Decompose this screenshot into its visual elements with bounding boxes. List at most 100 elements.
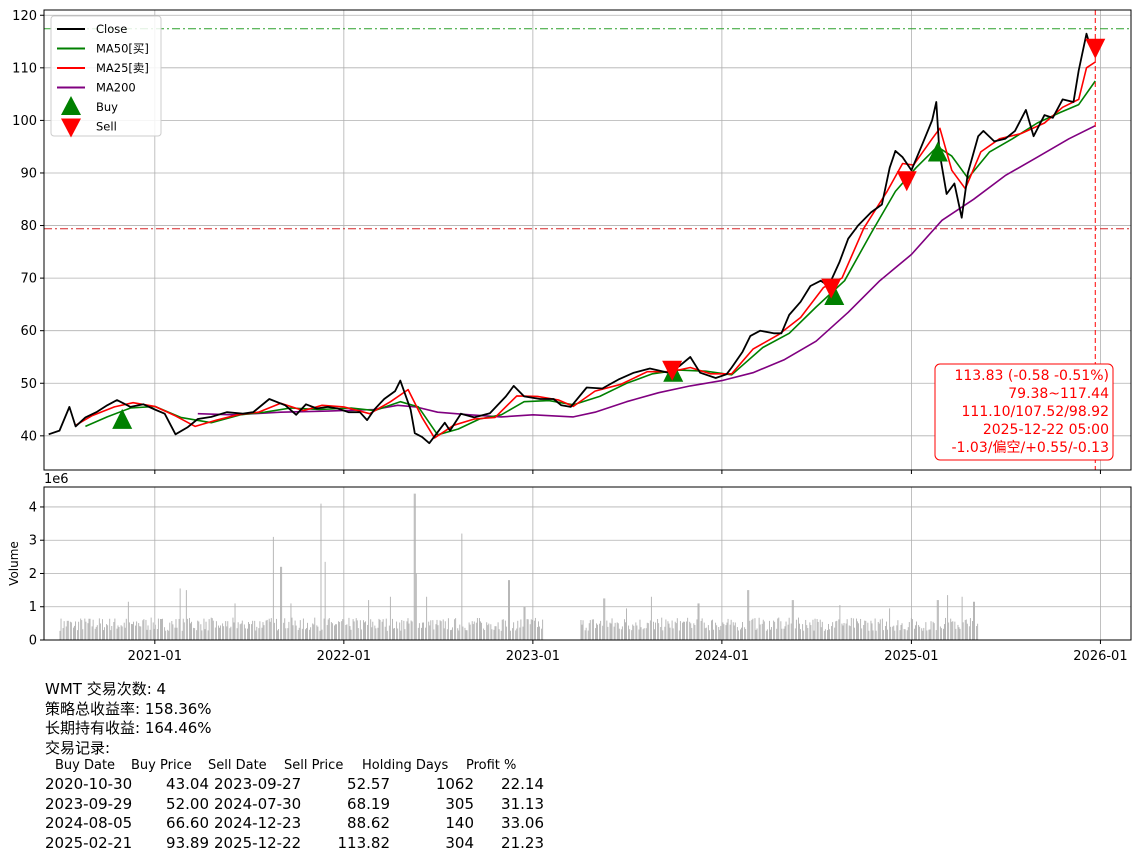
volume-bar: [229, 628, 231, 640]
volume-bar: [182, 618, 184, 640]
volume-bar: [461, 533, 463, 640]
volume-bar: [633, 625, 635, 640]
volume-bar: [916, 621, 917, 640]
volume-bar: [465, 630, 467, 640]
volume-bar: [664, 626, 666, 640]
volume-bar: [858, 623, 859, 640]
volume-bar: [936, 600, 938, 640]
volume-bar: [309, 629, 311, 640]
volume-bar: [484, 629, 486, 640]
volume-bar: [604, 598, 606, 640]
volume-bar: [881, 618, 883, 640]
volume-bar: [649, 620, 651, 640]
volume-bar: [113, 622, 115, 640]
volume-bar: [175, 619, 177, 640]
volume-bar: [973, 601, 974, 640]
buy-marker: [927, 141, 948, 162]
volume-bar: [153, 628, 155, 640]
volume-bar: [194, 628, 196, 640]
volume-bar: [74, 625, 75, 640]
volume-bar: [580, 619, 582, 640]
volume-bar: [770, 629, 771, 640]
volume-bar: [230, 626, 232, 640]
volume-bar: [480, 621, 481, 640]
volume-bar: [741, 627, 742, 640]
volume-bar: [254, 620, 256, 640]
volume-scale-label: 1e6: [44, 472, 69, 487]
volume-bar: [795, 619, 797, 640]
volume-bar: [640, 627, 642, 640]
volume-bar: [838, 619, 840, 640]
volume-bar: [585, 627, 587, 640]
volume-bar: [918, 625, 920, 640]
volume-bar: [136, 621, 138, 640]
volume-bar: [610, 623, 612, 640]
volume-bar: [160, 619, 161, 640]
cell-holding-days: 1062: [435, 775, 474, 793]
volume-bar: [385, 618, 387, 640]
volume-bar: [297, 630, 299, 640]
volume-bar: [211, 618, 213, 640]
volume-bar: [810, 625, 812, 640]
volume-bar: [696, 619, 698, 640]
volume-bar: [343, 619, 345, 640]
volume-bar: [429, 625, 431, 640]
volume-bar: [870, 620, 872, 640]
volume-bar: [265, 620, 267, 640]
volume-bar: [819, 619, 821, 640]
volume-bar: [828, 623, 829, 640]
volume-bar: [683, 621, 684, 640]
volume-bar: [70, 622, 72, 640]
volume-bar: [807, 628, 809, 640]
volume-bar: [625, 622, 626, 640]
volume-bar: [85, 621, 87, 640]
series-line-ma50: [85, 80, 1096, 436]
cell-holding-days: 140: [445, 814, 474, 832]
volume-bar: [846, 619, 848, 640]
y-tick-label: 100: [12, 114, 37, 129]
volume-bar: [955, 628, 957, 640]
volume-bar: [842, 625, 844, 640]
volume-bar: [620, 629, 622, 640]
volume-bar: [852, 618, 854, 640]
volume-bar: [660, 626, 662, 640]
volume-bar: [452, 627, 453, 640]
y-tick-label: 120: [12, 9, 37, 24]
volume-bar: [944, 624, 945, 640]
x-tick-label: 2021-01: [128, 649, 182, 664]
volume-bar: [515, 630, 517, 640]
volume-bar: [410, 620, 412, 640]
volume-bar: [836, 620, 838, 640]
volume-bar: [127, 601, 129, 640]
volume-bar: [341, 621, 343, 640]
volume-bar: [447, 618, 449, 640]
volume-bar: [777, 618, 779, 640]
volume-bar: [73, 627, 74, 640]
volume-bar: [611, 618, 613, 640]
volume-bar: [645, 628, 647, 640]
y-tick-label: 40: [20, 429, 37, 444]
volume-bar: [102, 619, 103, 640]
volume-bar: [243, 624, 245, 640]
volume-bar: [763, 621, 765, 640]
volume-bar: [62, 628, 64, 640]
volume-bar: [690, 623, 692, 640]
volume-axis: 0 1 2 3 4 2021-01 2022-01 2023-01 2024-01 2025-01…: [7, 472, 1132, 664]
volume-bar: [196, 630, 198, 640]
volume-bar: [850, 617, 852, 640]
trade-markers: [112, 38, 1106, 429]
cell-buy-price: 43.04: [166, 775, 209, 793]
volume-bar: [939, 626, 941, 640]
volume-bar: [919, 626, 921, 640]
volume-bar: [589, 620, 591, 640]
volume-bar: [744, 627, 746, 640]
header-profit: Profit %: [466, 758, 517, 773]
volume-bar: [124, 627, 126, 640]
volume-bar: [176, 627, 178, 640]
cell-holding-days: 305: [445, 794, 474, 813]
volume-bar: [857, 621, 858, 640]
volume-bar: [207, 630, 209, 640]
series-line-ma25: [75, 61, 1096, 439]
volume-bar: [874, 618, 876, 640]
